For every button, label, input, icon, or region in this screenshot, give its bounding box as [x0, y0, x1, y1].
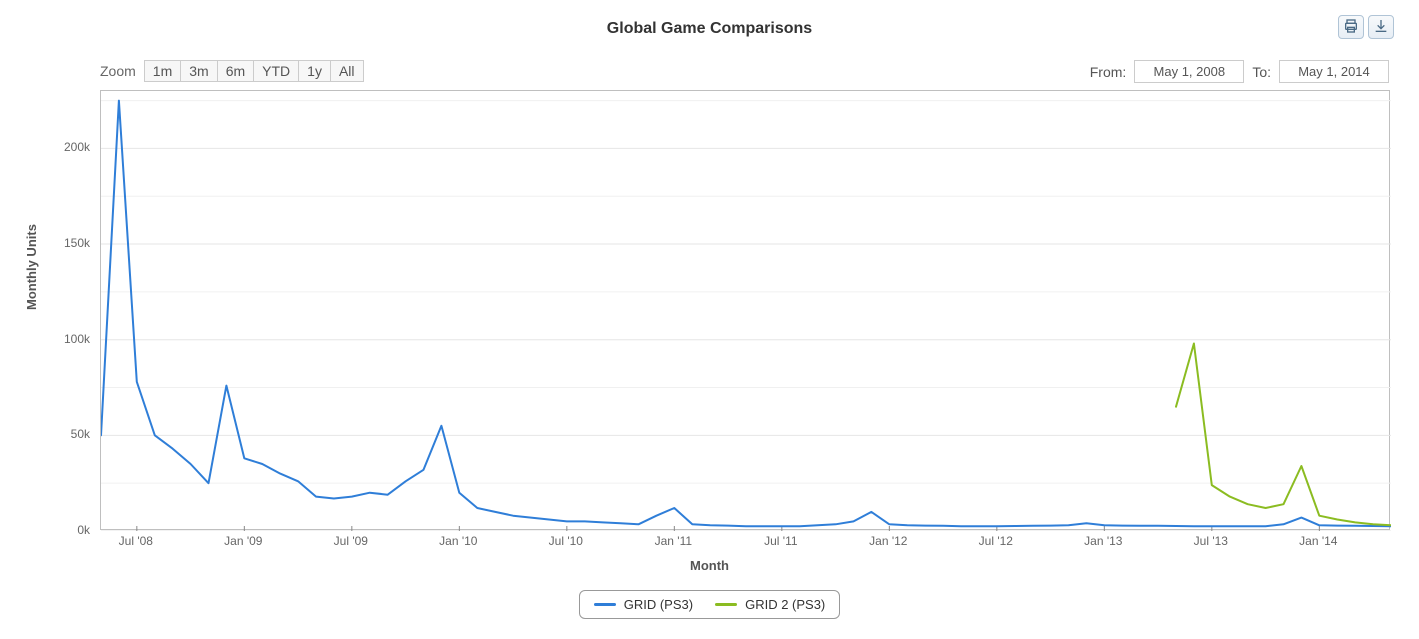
from-date-field[interactable] [1134, 60, 1244, 83]
zoom-6m-button[interactable]: 6m [218, 60, 254, 82]
plot-area[interactable] [100, 90, 1390, 530]
y-tick: 200k [64, 140, 90, 154]
x-tick: Jul '10 [549, 534, 583, 548]
legend-item[interactable]: GRID 2 (PS3) [715, 597, 825, 612]
to-date-field[interactable] [1279, 60, 1389, 83]
zoom-button-group: 1m3m6mYTD1yAll [144, 60, 364, 82]
date-range-controls: From: To: [1090, 60, 1389, 83]
x-tick: Jan '10 [439, 534, 477, 548]
x-tick: Jan '13 [1084, 534, 1122, 548]
zoom-1m-button[interactable]: 1m [144, 60, 181, 82]
y-tick: 100k [64, 332, 90, 346]
x-tick: Jul '09 [334, 534, 368, 548]
zoom-controls: Zoom 1m3m6mYTD1yAll [100, 60, 364, 82]
download-button[interactable] [1368, 15, 1394, 39]
from-label: From: [1090, 64, 1127, 80]
x-tick: Jan '09 [224, 534, 262, 548]
y-tick: 50k [71, 427, 90, 441]
y-axis-ticks: 0k50k100k150k200k [0, 90, 96, 530]
download-icon [1373, 18, 1389, 37]
x-axis-ticks: Jul '08 Jan '09 Jul '09 Jan '10 Jul '10 Jan '… [100, 534, 1390, 552]
legend-label: GRID 2 (PS3) [745, 597, 825, 612]
zoom-1y-button[interactable]: 1y [299, 60, 331, 82]
x-tick: Jan '11 [655, 534, 692, 548]
legend-item[interactable]: GRID (PS3) [594, 597, 693, 612]
legend-box: GRID (PS3) GRID 2 (PS3) [579, 590, 841, 619]
x-tick: Jul '11 [764, 534, 797, 548]
y-tick: 0k [77, 523, 90, 537]
to-label: To: [1252, 64, 1271, 80]
legend: GRID (PS3) GRID 2 (PS3) [0, 590, 1419, 619]
chart-container: Global Game Comparisons Zoom 1m3m6mYTD1y… [0, 0, 1419, 639]
x-tick: Jul '12 [979, 534, 1013, 548]
y-tick: 150k [64, 236, 90, 250]
chart-title: Global Game Comparisons [0, 20, 1419, 38]
plot-svg [101, 91, 1391, 531]
chart-toolbar [1338, 15, 1394, 39]
zoom-ytd-button[interactable]: YTD [254, 60, 299, 82]
x-tick: Jan '12 [869, 534, 907, 548]
x-axis-label: Month [0, 558, 1419, 573]
print-icon [1343, 18, 1359, 37]
zoom-label: Zoom [100, 63, 136, 79]
x-tick: Jan '14 [1299, 534, 1337, 548]
x-tick: Jul '08 [119, 534, 153, 548]
legend-swatch [715, 603, 737, 606]
x-tick: Jul '13 [1194, 534, 1228, 548]
legend-label: GRID (PS3) [624, 597, 693, 612]
print-button[interactable] [1338, 15, 1364, 39]
zoom-3m-button[interactable]: 3m [181, 60, 217, 82]
legend-swatch [594, 603, 616, 606]
zoom-all-button[interactable]: All [331, 60, 364, 82]
